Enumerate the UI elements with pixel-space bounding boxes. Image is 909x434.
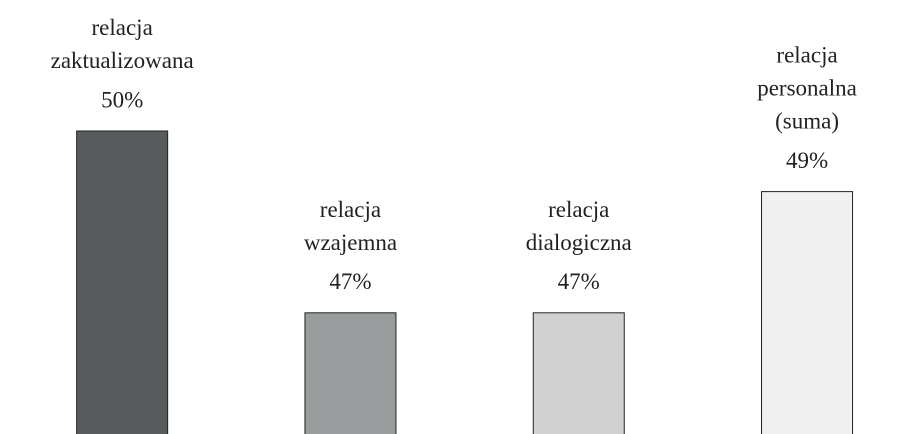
value-label: 49% bbox=[786, 148, 828, 173]
bar bbox=[532, 312, 625, 434]
category-label: relacja wzajemna bbox=[304, 197, 397, 255]
category-label: relacja personalna (suma) bbox=[757, 43, 857, 134]
category-line: relacja bbox=[776, 43, 837, 68]
category-line: (suma) bbox=[775, 109, 839, 134]
category-line: wzajemna bbox=[304, 230, 397, 255]
value-label: 47% bbox=[329, 269, 371, 294]
category-line: dialogiczna bbox=[526, 230, 632, 255]
category-line: relacja bbox=[320, 197, 381, 222]
category-line: personalna bbox=[757, 76, 857, 101]
bar bbox=[76, 130, 169, 434]
category-label: relacja zaktualizowana bbox=[51, 15, 194, 73]
category-label: relacja dialogiczna bbox=[526, 197, 632, 255]
bar bbox=[761, 191, 854, 434]
category-line: relacja bbox=[548, 197, 609, 222]
category-line: relacja bbox=[92, 15, 153, 40]
value-label: 50% bbox=[101, 87, 143, 112]
category-line: zaktualizowana bbox=[51, 48, 194, 73]
value-label: 47% bbox=[558, 269, 600, 294]
bar bbox=[304, 312, 397, 434]
